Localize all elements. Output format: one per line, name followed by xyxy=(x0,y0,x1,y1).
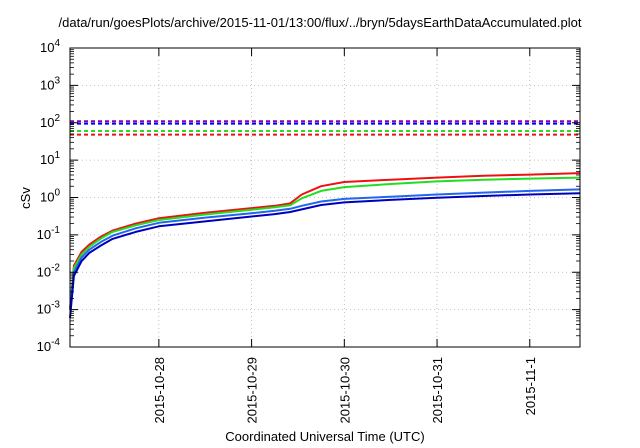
axis-ticks: 10-4 10-3 10-2 10-1 100 101 102 103 104 2015-10-2… xyxy=(37,38,580,424)
y-tick-label: 104 xyxy=(40,38,60,55)
series-lines xyxy=(69,172,581,318)
y-tick-label: 10-1 xyxy=(37,225,61,242)
reference-lines xyxy=(70,120,580,136)
chart-title: /data/run/goesPlots/archive/2015-11-01/1… xyxy=(58,15,582,30)
x-tick-label: 2015-10-31 xyxy=(430,357,445,424)
y-axis-label: cSv xyxy=(18,187,33,209)
series-line xyxy=(69,192,581,318)
y-tick-label: 10-4 xyxy=(37,337,61,354)
y-tick-label: 101 xyxy=(40,150,60,167)
x-tick-label: 2015-10-29 xyxy=(245,357,260,424)
series-line xyxy=(69,172,581,310)
series-line xyxy=(69,176,581,310)
x-tick-label: 2015-10-30 xyxy=(337,357,352,424)
y-tick-label: 10-3 xyxy=(37,300,61,317)
y-tick-label: 10-2 xyxy=(37,262,61,279)
x-tick-label: 2015-11-1 xyxy=(523,357,538,415)
y-tick-label: 102 xyxy=(40,113,60,130)
series-line xyxy=(69,188,581,310)
x-axis-label: Coordinated Universal Time (UTC) xyxy=(225,429,425,444)
y-tick-label: 100 xyxy=(40,188,60,205)
y-tick-label: 103 xyxy=(40,75,60,92)
x-tick-label: 2015-10-28 xyxy=(152,357,167,424)
grid xyxy=(70,48,580,347)
